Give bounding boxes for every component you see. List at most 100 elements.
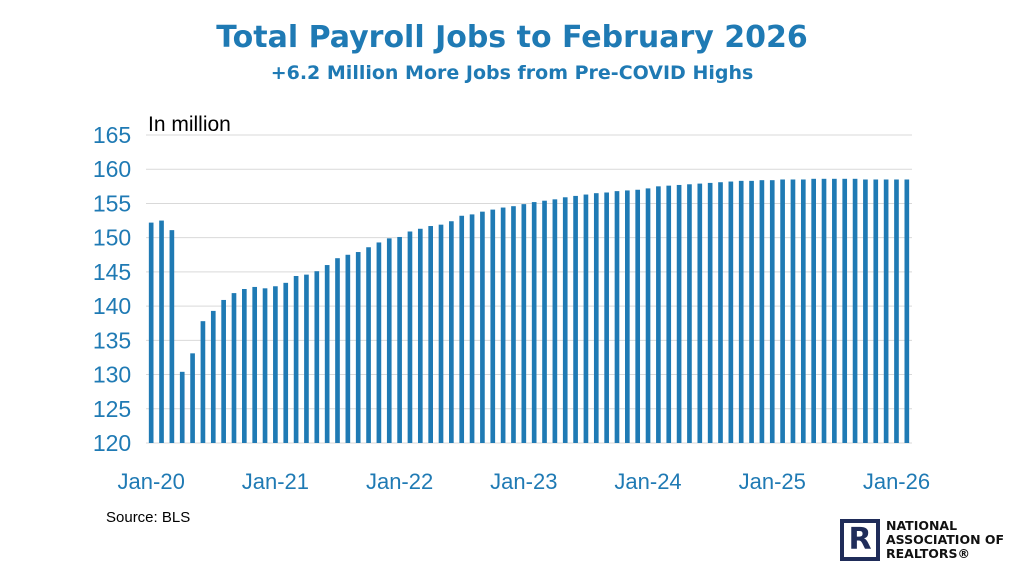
bar — [490, 209, 496, 443]
bar — [718, 182, 723, 443]
bar — [656, 186, 661, 444]
bar — [469, 214, 475, 443]
logo-line-1: NATIONAL — [886, 518, 958, 533]
bar — [728, 181, 734, 443]
chart-subtitle: +6.2 Million More Jobs from Pre-COVID Hi… — [270, 62, 754, 84]
bar — [562, 197, 568, 443]
bar — [397, 236, 402, 443]
bar — [749, 180, 754, 443]
bar — [852, 178, 858, 443]
bar — [687, 184, 692, 443]
bar — [832, 178, 837, 443]
x-tick-label: Jan-21 — [242, 469, 309, 494]
bar — [366, 247, 371, 443]
bar — [221, 299, 226, 443]
bar — [314, 271, 320, 443]
bar — [780, 179, 785, 443]
bar — [273, 286, 278, 443]
bar — [159, 220, 164, 443]
bar — [863, 179, 868, 443]
bar — [438, 224, 444, 443]
bar — [190, 353, 195, 443]
bar — [179, 371, 185, 443]
y-tick-label: 160 — [93, 156, 131, 182]
bar — [583, 194, 589, 443]
unit-label: In million — [148, 113, 231, 136]
bar — [200, 321, 206, 443]
bar — [262, 288, 268, 443]
bar — [614, 191, 620, 443]
bar — [542, 200, 547, 443]
bar — [759, 180, 765, 443]
bar — [500, 207, 506, 443]
bar — [635, 189, 641, 443]
x-tick-label: Jan-24 — [614, 469, 681, 494]
bar — [511, 206, 516, 443]
x-tick-label: Jan-22 — [366, 469, 433, 494]
x-tick-label: Jan-25 — [739, 469, 806, 494]
x-tick-label: Jan-23 — [490, 469, 557, 494]
bar — [883, 179, 889, 443]
bar — [842, 178, 848, 443]
y-tick-label: 130 — [93, 362, 131, 388]
y-tick-label: 120 — [93, 430, 131, 456]
bar — [573, 195, 578, 443]
y-tick-label: 165 — [93, 122, 131, 148]
bar — [769, 180, 775, 443]
bar — [169, 230, 175, 443]
y-tick-label: 140 — [93, 293, 131, 319]
bar — [376, 242, 382, 443]
bar — [894, 179, 899, 443]
bar — [666, 185, 672, 443]
bar — [231, 293, 237, 443]
bar — [242, 289, 247, 443]
bar — [593, 193, 599, 443]
bar — [821, 178, 827, 443]
bar — [604, 192, 609, 443]
y-tick-label: 155 — [93, 190, 131, 216]
source-note: Source: BLS — [106, 509, 191, 526]
bar — [521, 204, 527, 443]
bar — [676, 184, 682, 443]
bar — [790, 179, 796, 443]
bar — [345, 254, 351, 443]
bar — [293, 275, 299, 443]
bar — [800, 179, 806, 443]
bar — [335, 258, 340, 443]
bar — [480, 211, 485, 443]
y-tick-label: 125 — [93, 396, 131, 422]
x-tick-label: Jan-20 — [118, 469, 185, 494]
bar — [283, 282, 289, 443]
bar — [449, 221, 454, 443]
bar — [625, 190, 630, 443]
bar — [697, 183, 703, 443]
x-tick-label: Jan-26 — [863, 469, 930, 494]
bar — [811, 178, 816, 443]
bar — [210, 310, 216, 443]
logo-line-3: REALTORS® — [886, 546, 971, 561]
bar — [904, 179, 910, 443]
bar — [148, 222, 154, 443]
bar — [738, 180, 744, 443]
bar — [531, 202, 537, 443]
chart-title: Total Payroll Jobs to February 2026 — [216, 20, 808, 55]
bar — [552, 199, 558, 443]
bar — [324, 265, 330, 443]
bar — [407, 231, 413, 443]
bar — [355, 252, 361, 443]
bar — [459, 215, 465, 443]
realtor-r-icon: R — [840, 519, 880, 561]
bar — [428, 226, 433, 443]
bar — [386, 238, 392, 443]
logo-line-2: ASSOCIATION OF — [886, 532, 1005, 547]
bar — [707, 182, 713, 443]
bar — [873, 179, 879, 443]
bar — [417, 228, 423, 443]
y-tick-label: 135 — [93, 327, 131, 353]
bar — [304, 274, 309, 443]
bar — [252, 286, 258, 443]
nar-logo: R NATIONAL ASSOCIATION OF REALTORS® — [840, 517, 1016, 563]
y-tick-label: 145 — [93, 259, 131, 285]
logo-wordmark: NATIONAL ASSOCIATION OF REALTORS® — [886, 519, 1004, 561]
